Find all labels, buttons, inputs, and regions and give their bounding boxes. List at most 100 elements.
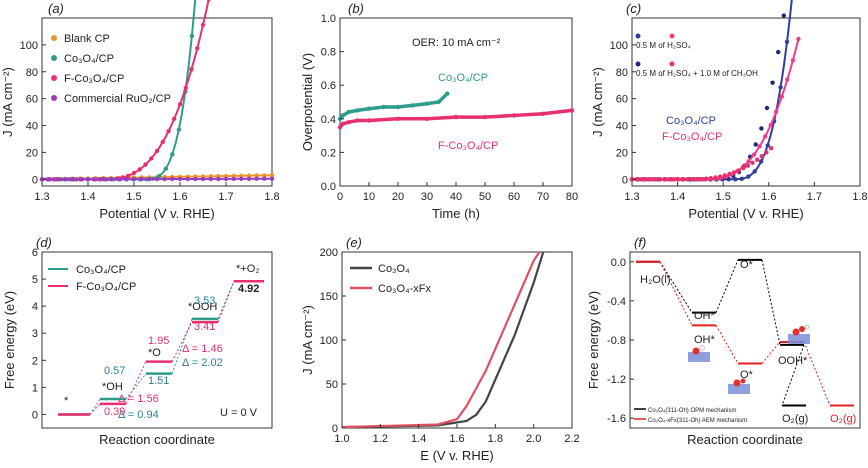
molecule-illustration: [688, 345, 710, 362]
y-axis-label: Free energy (eV): [586, 291, 601, 389]
data-point: [269, 173, 275, 178]
x-tick-label: 1.4: [670, 191, 685, 203]
data-point: [355, 118, 360, 123]
data-point: [750, 160, 755, 165]
data-point: [223, 176, 229, 182]
data-point: [254, 173, 259, 178]
data-point: [511, 113, 517, 118]
x-tick-label: 1.4: [411, 433, 426, 445]
series-line: [341, 251, 545, 429]
legend-entry: 0.5 M of H₂SO₄: [636, 41, 691, 50]
x-tick-label: 0: [337, 191, 343, 203]
y-tick-label: 80: [26, 67, 38, 79]
data-point: [62, 177, 68, 182]
step-label: O₂(g): [782, 413, 808, 425]
y-tick-label: -0.8: [607, 335, 626, 347]
data-point: [85, 177, 91, 182]
data-point: [143, 162, 148, 167]
data-point: [166, 129, 171, 134]
series-line: [338, 92, 449, 120]
data-point: [200, 22, 206, 28]
y-tick-label: 0.4: [321, 114, 336, 126]
x-tick-label: 1.5: [716, 191, 731, 203]
data-point: [55, 177, 60, 182]
x-tick-label: 30: [421, 191, 433, 203]
data-point: [785, 77, 790, 82]
legend-marker: [51, 75, 57, 81]
legend-entry: Co₃O₄: [378, 263, 410, 275]
axes-frame: [41, 17, 273, 187]
data-point: [671, 177, 676, 182]
y-tick-label: 0.0: [321, 181, 336, 193]
step-label: H₂O(l): [640, 274, 671, 286]
data-point: [337, 125, 343, 130]
data-point: [482, 114, 488, 120]
panel-label: (f): [634, 235, 646, 250]
y-tick-label: 2: [32, 355, 38, 367]
panel-e-series: [341, 251, 545, 429]
x-tick-label: 1.8: [852, 191, 867, 203]
data-point: [154, 148, 160, 154]
y-tick-label: 50: [326, 379, 338, 391]
panel-e: 1.0 1.2 1.4 1.6 1.8 2.0 2.2 0 50 100 150 200 (e) E …: [300, 235, 580, 463]
series-line: [632, 38, 800, 181]
y-tick-label: 100: [610, 40, 628, 52]
data-point: [685, 177, 690, 182]
data-point: [246, 176, 252, 181]
x-tick-label: 1.6: [172, 191, 187, 203]
data-point: [147, 176, 152, 182]
x-axis-label: Potential (V v. RHE): [99, 206, 214, 221]
data-point: [666, 177, 672, 182]
data-point: [781, 13, 786, 18]
y-axis-label: Free energy (eV): [2, 291, 17, 389]
y-tick-label: 80: [616, 67, 628, 79]
condition-annotation: OER: 10 mA cm⁻²: [412, 37, 501, 49]
legend: 0.5 M of H₂SO₄ 0.5 M of H₂SO₄ + 1.0 M of…: [635, 33, 758, 78]
x-tick-label: 1.8: [264, 191, 279, 203]
delta-label: Δ = 2.02: [182, 357, 223, 369]
data-point: [195, 46, 200, 51]
y-tick-label: 3: [32, 328, 38, 340]
x-tick-label: 2.2: [564, 433, 579, 445]
panel-a: 1.3 1.4 1.5 1.6 1.7 1.8 0 20 40 60 80 100 (a) Poten…: [0, 0, 280, 221]
series-line: [341, 251, 541, 429]
data-point: [70, 177, 75, 182]
step-label: O*: [740, 259, 754, 271]
data-point: [713, 175, 718, 180]
y-axis-label: Overpotential (V): [300, 53, 315, 151]
data-point: [381, 104, 386, 110]
transition-line: [761, 259, 781, 345]
potential-condition: U = 0 V: [220, 407, 258, 419]
y-tick-label: 0.0: [611, 257, 626, 269]
data-point: [722, 173, 727, 178]
y-tick-label: 5: [32, 274, 38, 286]
x-axis-label: E (V v. RHE): [420, 448, 493, 463]
data-point: [395, 104, 401, 110]
series-line: [632, 0, 793, 181]
data-point: [424, 116, 430, 122]
legend-entry: Co₃O₄-xFx(311-Oh) AEM mechanism: [648, 418, 747, 424]
data-point: [262, 173, 267, 178]
x-tick-label: 1.4: [80, 191, 95, 203]
y-tick-label: 0.2: [321, 147, 336, 159]
x-tick-label: 1.6: [449, 433, 464, 445]
transition-line: [781, 344, 805, 406]
data-point: [185, 176, 190, 182]
data-point: [160, 139, 165, 145]
delta-label: Δ = 0.94: [118, 409, 159, 421]
x-tick-label: 1.0: [334, 433, 349, 445]
legend-entry: F-Co₃O₄/CP: [76, 281, 136, 293]
energy-value: 3.53: [194, 295, 215, 307]
data-point: [162, 176, 167, 182]
legend-entry: 0.5 M of H₂SO₄ + 1.0 M of CH₃OH: [636, 69, 758, 78]
panel-c-series: [629, 0, 801, 182]
data-point: [657, 177, 662, 182]
y-tick-label: 40: [616, 121, 628, 133]
data-point: [704, 176, 709, 181]
data-point: [47, 177, 52, 182]
x-axis-label: Time (h): [432, 206, 480, 221]
data-point: [752, 169, 757, 174]
data-point: [262, 176, 267, 181]
data-point: [648, 177, 653, 182]
data-point: [690, 177, 695, 182]
